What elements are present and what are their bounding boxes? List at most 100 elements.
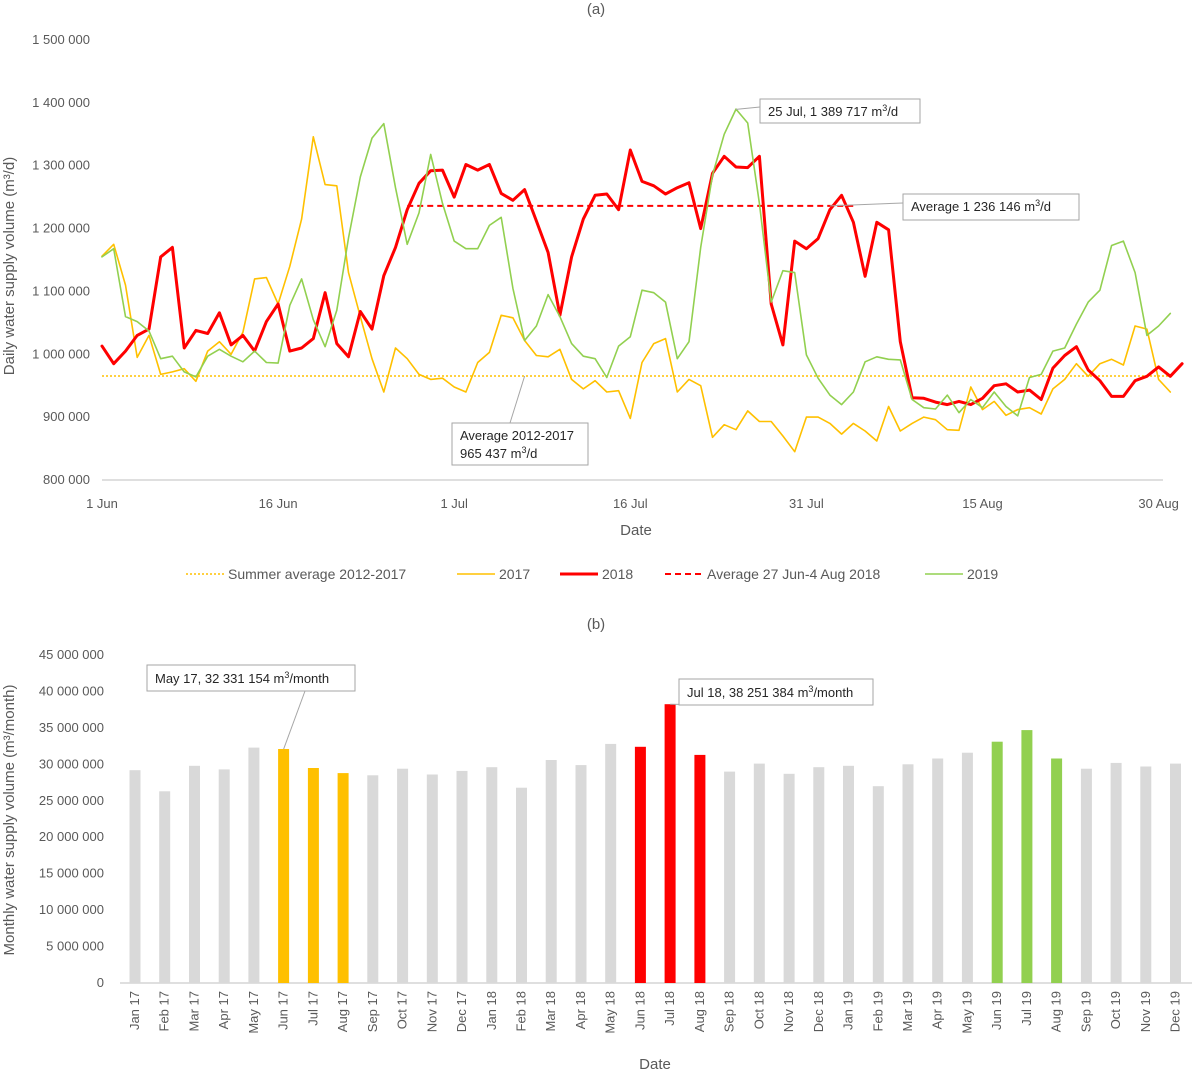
chart-b-y-tick: 5 000 000	[46, 939, 104, 954]
chart-b-y-tick: 25 000 000	[39, 793, 104, 808]
chart-b-x-tick: Jan 17	[127, 991, 142, 1030]
annotation-box	[451, 422, 589, 466]
bar-apr-19	[932, 758, 944, 983]
chart-a-y-tick: 900 000	[43, 409, 90, 424]
chart-b-x-tick: Oct 18	[751, 991, 766, 1029]
chart-b-x-tick: May 19	[959, 991, 974, 1034]
bar-dec-18	[813, 767, 825, 983]
bar-mar-19	[902, 764, 914, 983]
chart-a-y-tick: 1 300 000	[32, 158, 90, 173]
chart-b-x-tick: Apr 18	[573, 991, 588, 1029]
chart-b-x-tick: Mar 19	[900, 991, 915, 1031]
bar-may-19	[961, 752, 973, 983]
chart-b-x-tick: Apr 19	[930, 991, 945, 1029]
chart-b-title: (b)	[587, 616, 605, 633]
bar-oct-19	[1110, 762, 1122, 983]
chart-b-y-tick: 45 000 000	[39, 647, 104, 662]
bar-oct-18	[753, 763, 765, 983]
chart-b-x-tick: Apr 17	[216, 991, 231, 1029]
bar-apr-18	[575, 765, 587, 983]
bar-jul-18	[664, 704, 676, 983]
chart-a-y-tick: 800 000	[43, 472, 90, 487]
chart-b-y-label: Monthly water supply volume (m³/month)	[1, 685, 18, 956]
chart-a-x-ticks: 1 Jun 16 Jun 1 Jul 16 Jul 31 Jul 15 Aug 30 Aug	[86, 496, 1179, 511]
annotation-text: Average 2012-2017	[460, 428, 574, 443]
bar-aug-17	[337, 773, 349, 983]
chart-b-x-tick: Dec 18	[811, 991, 826, 1032]
bar-jun-19	[991, 741, 1003, 983]
chart-a-y-tick: 1 200 000	[32, 221, 90, 236]
legend-label: 2018	[602, 566, 633, 582]
chart-b-x-tick: Jun 18	[632, 991, 647, 1030]
chart-b-y-tick: 40 000 000	[39, 683, 104, 698]
bar-aug-19	[1051, 758, 1063, 983]
chart-b-y-tick: 10 000 000	[39, 902, 104, 917]
chart-a-title: (a)	[587, 1, 605, 18]
legend-label: Summer average 2012-2017	[228, 566, 406, 582]
chart-b-x-label: Date	[639, 1056, 671, 1072]
chart-a-series	[100, 108, 1184, 453]
chart-b-x-tick: May 17	[246, 991, 261, 1034]
annotation-text: Average 1 236 146 m3/d	[911, 198, 1051, 214]
chart-b-x-tick: Feb 19	[870, 991, 885, 1031]
chart-b-x-tick: Feb 18	[513, 991, 528, 1031]
legend-label: 2019	[967, 566, 998, 582]
chart-b-x-tick: Nov 19	[1138, 991, 1153, 1032]
chart-a-y-tick: 1 100 000	[32, 283, 90, 298]
chart-a-x-tick: 16 Jun	[259, 496, 298, 511]
chart-b-x-tick: Jun 17	[276, 991, 291, 1030]
annotation-leader	[829, 202, 904, 207]
bar-feb-17	[159, 791, 171, 983]
chart-b-y-tick: 0	[97, 975, 104, 990]
chart-a-x-tick: 1 Jun	[86, 496, 118, 511]
annotation-box	[678, 678, 874, 706]
annotation-text: May 17, 32 331 154 m3/month	[155, 670, 329, 686]
bar-may-18	[605, 743, 617, 983]
chart-b: (b) 0 5 000 000 10 000 000 15 000 000 20 000…	[1, 616, 1192, 1072]
chart-b-x-tick: Mar 17	[186, 991, 201, 1031]
bar-nov-19	[1140, 766, 1152, 983]
series-line-2018	[100, 148, 1184, 407]
bar-jan-19	[843, 765, 854, 983]
chart-a-reference-lines	[102, 204, 1171, 377]
bar-nov-17	[426, 774, 438, 983]
chart-a-y-tick: 1 400 000	[32, 95, 90, 110]
annotation-text: 25 Jul, 1 389 717 m3/d	[768, 103, 898, 119]
bar-jan-18	[486, 767, 498, 983]
chart-b-x-tick: Sep 18	[722, 991, 737, 1032]
bar-sep-17	[367, 775, 379, 983]
annotation-leader	[735, 106, 761, 110]
chart-a-x-tick: 30 Aug	[1138, 496, 1179, 511]
legend-label: Average 27 Jun-4 Aug 2018	[707, 566, 881, 582]
chart-b-y-tick: 20 000 000	[39, 829, 104, 844]
bar-sep-18	[724, 771, 736, 983]
chart-b-y-ticks: 0 5 000 000 10 000 000 15 000 000 20 000 000…	[39, 647, 104, 990]
chart-b-x-tick: Jun 19	[989, 991, 1004, 1030]
bar-sep-19	[1080, 768, 1092, 983]
chart-a-x-label: Date	[620, 522, 652, 539]
chart-b-y-tick: 30 000 000	[39, 756, 104, 771]
chart-b-y-tick: 35 000 000	[39, 720, 104, 735]
bar-apr-17	[218, 769, 230, 983]
bar-dec-19	[1170, 763, 1181, 983]
chart-b-x-tick: Aug 19	[1049, 991, 1064, 1032]
bar-jul-19	[1021, 730, 1033, 983]
series-line-2019	[101, 108, 1172, 417]
annotation-box	[759, 98, 921, 124]
chart-a-x-tick: 1 Jul	[440, 496, 468, 511]
bar-aug-18	[694, 754, 706, 983]
annotation-leader	[283, 690, 306, 750]
chart-b-x-tick: Feb 17	[157, 991, 172, 1031]
bar-mar-17	[189, 765, 200, 983]
chart-a-x-tick: 16 Jul	[613, 496, 648, 511]
annotation-leader	[509, 375, 526, 424]
annotation-text: 965 437 m3/d	[460, 445, 537, 461]
chart-b-x-tick: Aug 18	[692, 991, 707, 1032]
chart-a-x-tick: 31 Jul	[789, 496, 824, 511]
chart-a-y-ticks: 800 000 900 000 1 000 000 1 100 000 1 200 00…	[32, 32, 90, 487]
bar-jun-17	[278, 749, 290, 983]
chart-b-x-tick: Jul 19	[1019, 991, 1034, 1026]
chart-a-legend: Summer average 2012-2017 2017 2018 Average …	[186, 566, 998, 582]
bar-jun-18	[634, 746, 646, 983]
chart-a: (a) 800 000 900 000 1 000 000 1 100 000 1 20…	[1, 1, 1184, 582]
